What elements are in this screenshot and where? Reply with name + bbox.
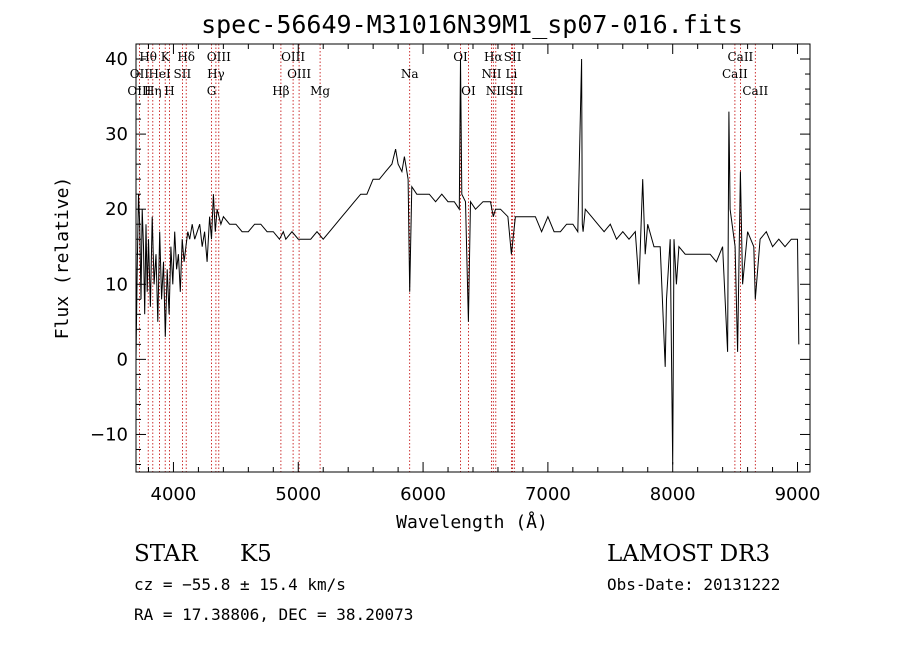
line-label-14: Na [401,67,419,81]
line-label-1: K [161,50,171,64]
line-label-8: CaII [727,50,753,64]
x-tick-label-3: 7000 [525,484,571,505]
line-label-3: OIII [207,50,231,64]
line-label-15: NII [482,67,502,81]
line-label-18: OIII [127,84,151,98]
line-label-11: SII [174,67,192,81]
spectral-subclass: K5 [240,541,272,567]
spectrum-line [135,58,800,465]
line-label-26: SII [505,84,523,98]
line-label-20: H [164,84,174,98]
line-label-27: CaII [742,84,768,98]
line-label-22: Hβ [272,84,289,98]
line-label-19: Hη [144,84,162,98]
y-tick-label-1: 0 [117,349,128,370]
line-label-2: Hδ [177,50,195,64]
line-label-6: Hα [484,50,503,64]
y-tick-label-2: 10 [105,274,128,295]
x-tick-label-2: 6000 [400,484,446,505]
line-label-21: G [207,84,217,98]
object-class: STAR [134,541,198,567]
x-axis-label: Wavelength (Å) [396,511,548,533]
line-label-17: CaII [722,67,748,81]
line-label-7: SII [504,50,522,64]
line-label-0: Hθ [139,50,157,64]
plot-frame [135,43,811,473]
line-label-25: NII [486,84,506,98]
survey-name: LAMOST DR3 [607,541,770,567]
chart-title: spec-56649-M31016N39M1_sp07-016.fits [201,10,743,39]
line-label-24: OI [461,84,476,98]
observation-date: Obs-Date: 20131222 [607,575,780,594]
line-label-13: OIII [287,67,311,81]
y-tick-label-0: −10 [90,424,128,445]
line-label-23: Mg [310,84,330,98]
line-label-10: HeI [148,67,171,81]
y-axis-ticks: −10 0 10 20 30 40 [90,43,810,465]
spectral-line-markers [138,44,756,472]
line-label-16: Li [505,67,517,81]
redshift-value: cz = −55.8 ± 15.4 km/s [134,575,346,594]
line-label-4: OIII [281,50,305,64]
line-label-12: Hγ [207,67,225,81]
y-tick-label-4: 30 [105,124,128,145]
x-tick-label-1: 5000 [275,484,321,505]
y-tick-label-5: 40 [105,49,128,70]
y-axis-label: Flux (relative) [52,177,73,340]
x-tick-label-4: 8000 [650,484,696,505]
sky-coordinates: RA = 17.38806, DEC = 38.20073 [134,605,413,624]
x-axis-ticks: 4000 5000 6000 7000 8000 9000 [147,44,821,505]
line-label-5: OI [453,50,468,64]
y-tick-label-3: 20 [105,199,128,220]
x-tick-label-0: 4000 [151,484,197,505]
x-tick-label-5: 9000 [775,484,821,505]
